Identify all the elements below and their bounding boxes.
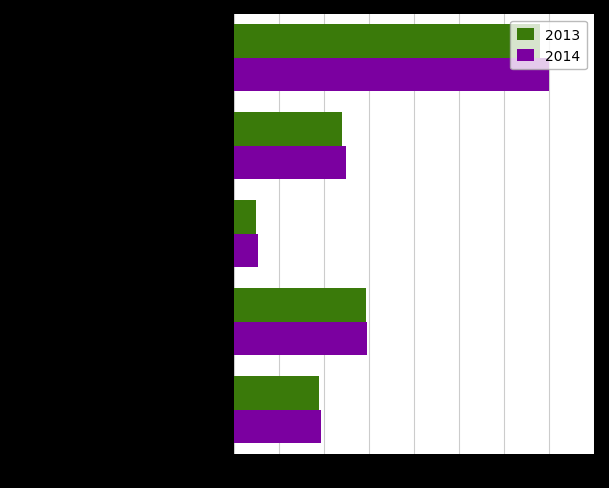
Legend: 2013, 2014: 2013, 2014 xyxy=(510,21,587,70)
Bar xyxy=(234,201,256,234)
Bar xyxy=(234,113,342,146)
Bar xyxy=(234,234,258,267)
Bar xyxy=(234,322,367,355)
Bar xyxy=(234,25,540,59)
Bar xyxy=(234,410,321,443)
Bar xyxy=(234,146,346,180)
Bar xyxy=(234,377,319,410)
Bar xyxy=(234,59,549,92)
Bar xyxy=(234,289,365,322)
